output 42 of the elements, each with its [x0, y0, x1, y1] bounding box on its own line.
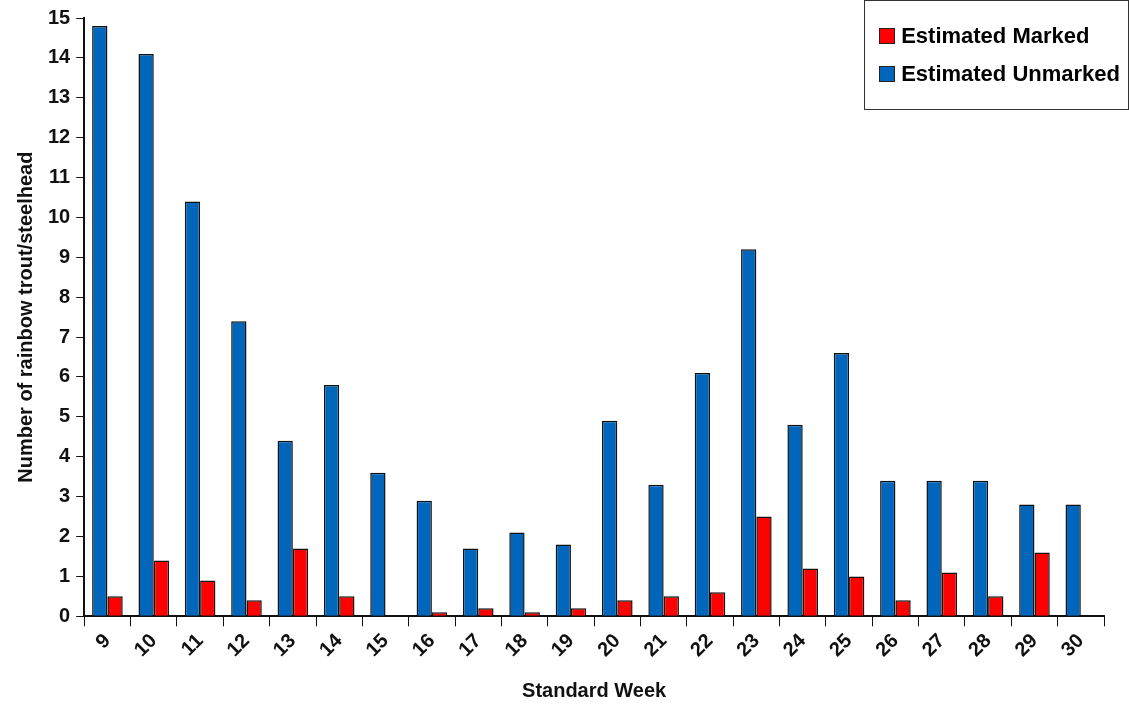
- x-tick-label: 10: [129, 628, 161, 661]
- x-tick-label: 18: [500, 628, 532, 661]
- x-tick-label: 13: [268, 628, 300, 661]
- x-tick-label: 26: [870, 628, 903, 661]
- x-tick-label: 25: [824, 628, 856, 661]
- legend-label: Estimated Marked: [901, 23, 1090, 49]
- y-tick-label: 1: [59, 563, 71, 586]
- y-tick-label: 3: [59, 484, 71, 507]
- y-tick-label: 12: [48, 125, 71, 148]
- x-tick-label: 9: [90, 628, 115, 653]
- x-tick-label: 22: [685, 628, 717, 661]
- y-tick-label: 4: [59, 444, 72, 467]
- x-tick-label: 17: [453, 628, 485, 661]
- x-tick-label: 27: [917, 628, 949, 661]
- x-tick-label: 21: [639, 628, 671, 661]
- x-tick-label: 23: [731, 628, 764, 661]
- legend-label: Estimated Unmarked: [901, 61, 1120, 87]
- y-tick-label: 11: [49, 165, 71, 188]
- y-tick-label: 15: [48, 5, 71, 28]
- x-tick-label: 19: [546, 628, 578, 661]
- y-tick-label: 8: [59, 284, 71, 307]
- y-tick-label: 13: [48, 85, 71, 108]
- x-tick-label: 28: [963, 628, 995, 661]
- x-tick-label: 24: [778, 628, 811, 661]
- y-tick-label: 5: [59, 404, 71, 427]
- x-tick-label: 20: [592, 628, 625, 661]
- x-tick-label: 14: [314, 628, 347, 661]
- x-tick-label: 30: [1056, 628, 1088, 661]
- y-axis-title: Number of rainbow trout/steelhead: [13, 151, 36, 483]
- y-tick-label: 2: [59, 524, 71, 547]
- y-tick-label: 14: [48, 45, 72, 68]
- x-tick-label: 29: [1009, 628, 1042, 661]
- y-tick-label: 6: [59, 364, 71, 387]
- y-tick-label: 0: [59, 603, 71, 626]
- x-axis-title: Standard Week: [522, 678, 668, 701]
- y-tick-label: 7: [59, 324, 71, 347]
- y-tick-label: 10: [48, 204, 71, 227]
- x-tick-label: 11: [176, 628, 207, 660]
- x-tick-label: 16: [407, 628, 439, 661]
- x-tick-label: 15: [360, 628, 393, 661]
- y-tick-label: 9: [59, 244, 71, 267]
- x-tick-label: 12: [221, 628, 254, 661]
